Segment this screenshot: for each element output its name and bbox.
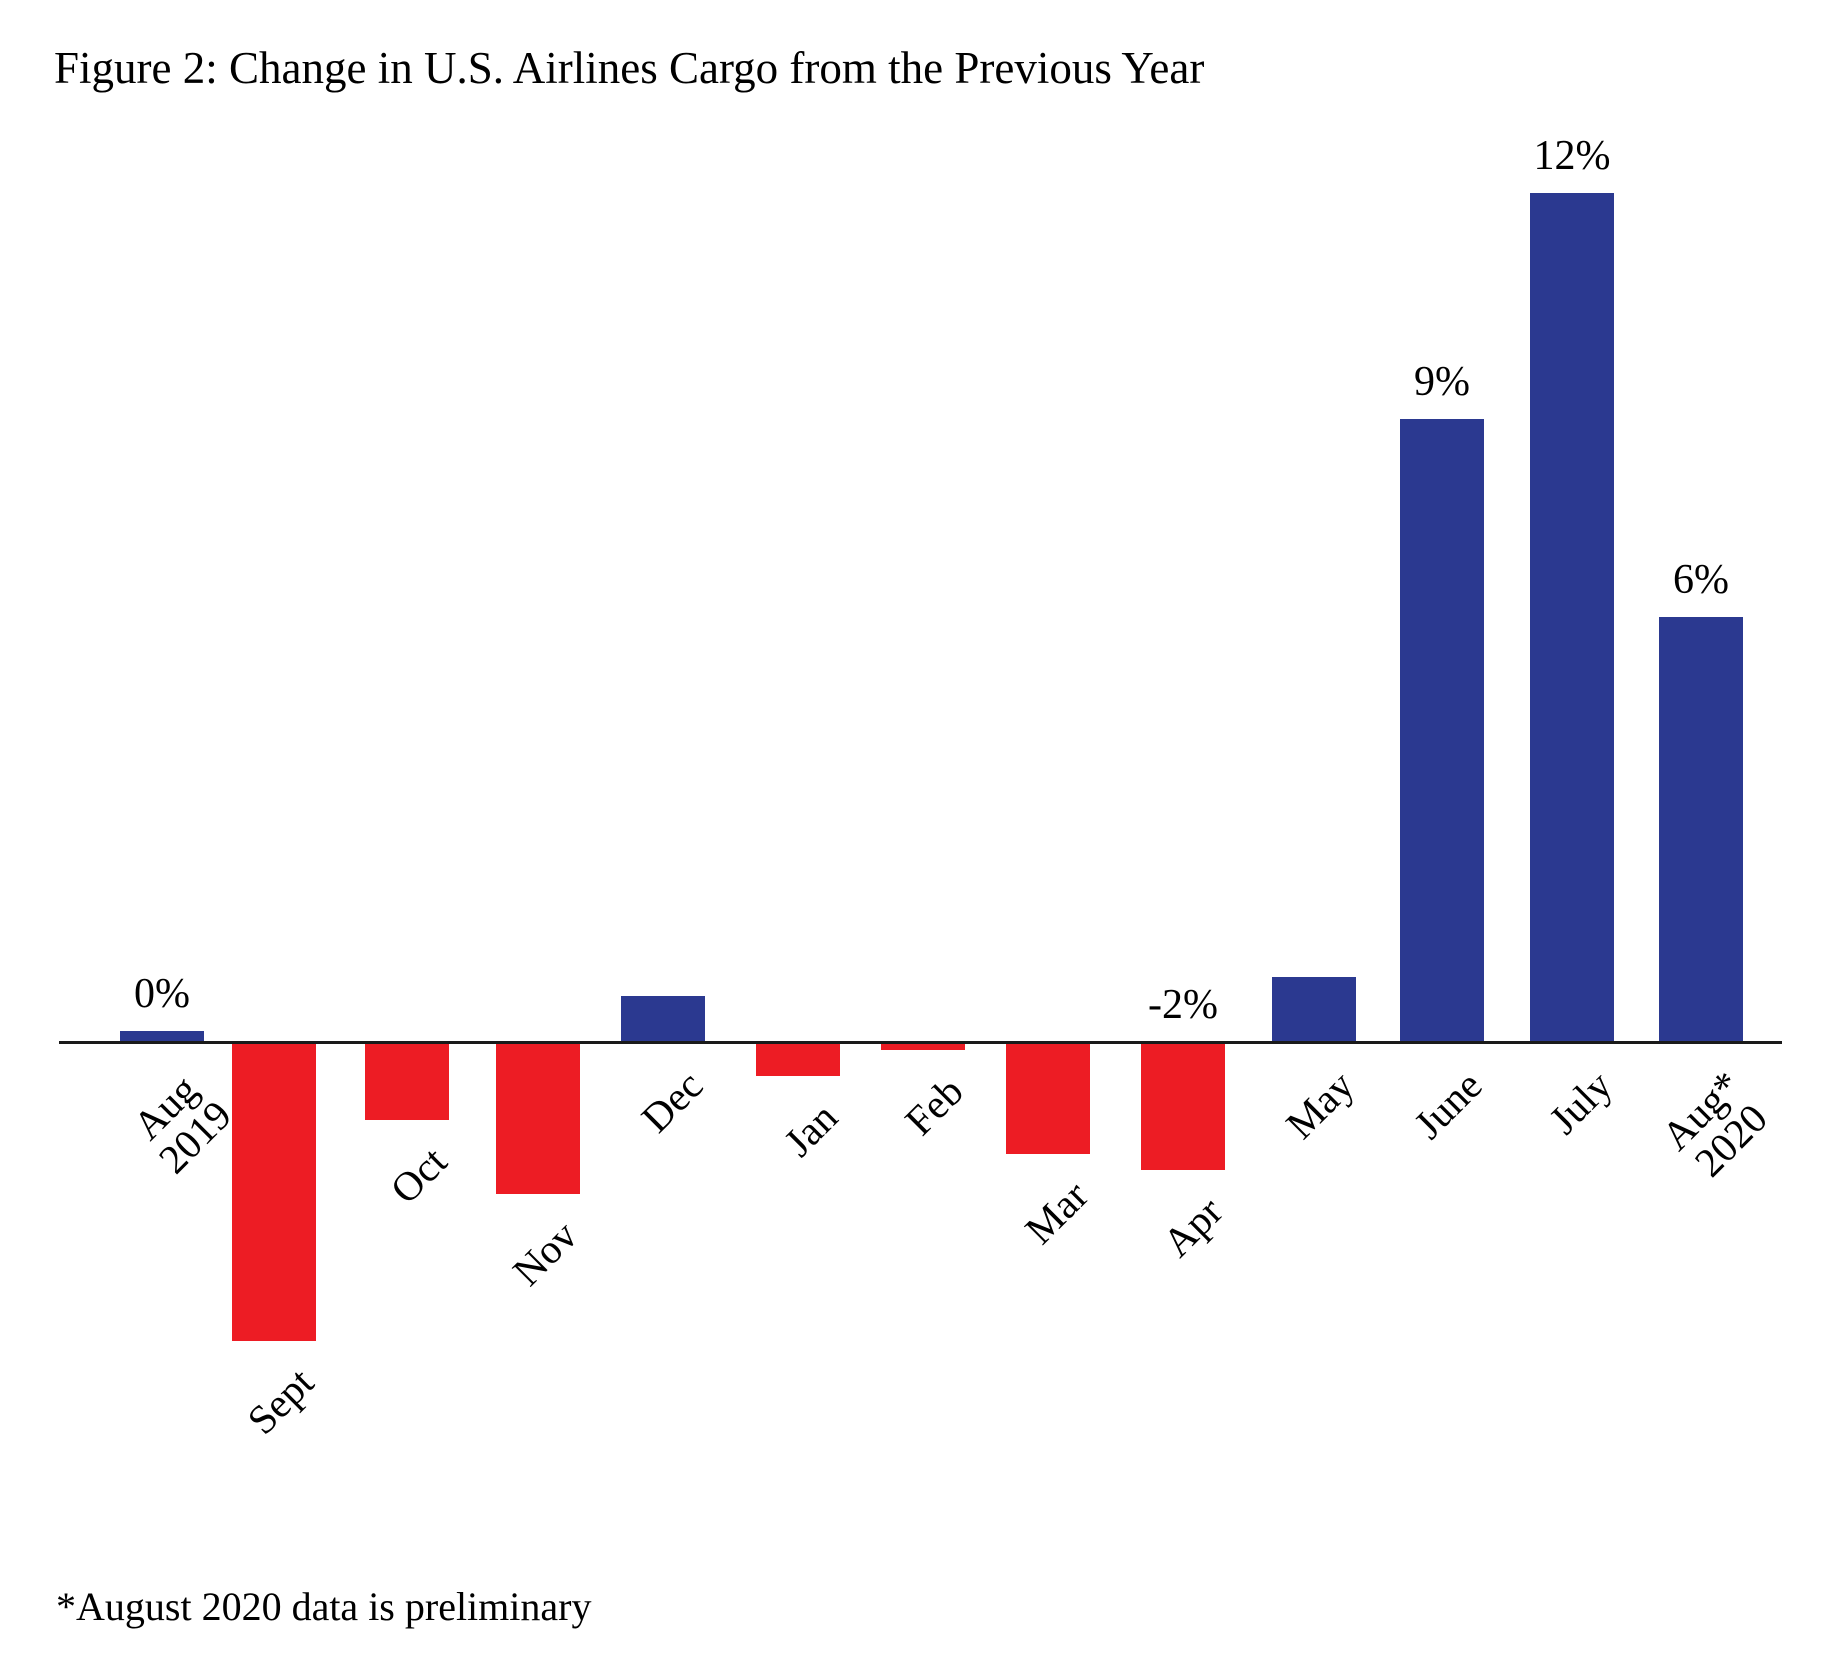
x-axis-label: Apr bbox=[1153, 1187, 1232, 1266]
bar-dec bbox=[621, 996, 705, 1042]
bar-nov bbox=[496, 1044, 580, 1194]
footnote: *August 2020 data is preliminary bbox=[56, 1584, 592, 1629]
x-axis-line bbox=[59, 1041, 1782, 1044]
bar-jan bbox=[756, 1044, 840, 1076]
x-axis-label: Feb bbox=[895, 1067, 972, 1144]
bar-sept bbox=[232, 1044, 316, 1341]
x-axis-label: Nov bbox=[503, 1211, 587, 1295]
data-label: 6% bbox=[1673, 557, 1729, 603]
bar-oct bbox=[365, 1044, 449, 1120]
x-axis-label: Aug* 2020 bbox=[1652, 1061, 1776, 1186]
x-axis-label: Jan bbox=[775, 1093, 847, 1166]
x-axis-label: Sept bbox=[238, 1358, 323, 1443]
chart-title: Figure 2: Change in U.S. Airlines Cargo … bbox=[54, 43, 1205, 93]
bar-july bbox=[1530, 193, 1614, 1042]
bar-aug-2019 bbox=[120, 1031, 204, 1042]
x-axis-label: Mar bbox=[1015, 1171, 1097, 1253]
x-axis-label: Oct bbox=[381, 1137, 456, 1213]
bar-feb bbox=[881, 1044, 965, 1050]
bar-may bbox=[1272, 977, 1356, 1042]
bar-aug-2020 bbox=[1659, 617, 1743, 1042]
bar-apr bbox=[1141, 1044, 1225, 1170]
data-label: -2% bbox=[1148, 982, 1218, 1028]
x-axis-label: Dec bbox=[632, 1061, 712, 1142]
x-axis-label: July bbox=[1539, 1061, 1621, 1143]
data-label: 0% bbox=[134, 971, 190, 1017]
bar-mar bbox=[1006, 1044, 1090, 1154]
x-axis-label: Aug 2019 bbox=[123, 1065, 240, 1182]
x-axis-label: June bbox=[1404, 1061, 1491, 1148]
data-label: 12% bbox=[1533, 133, 1611, 179]
bar-june bbox=[1400, 419, 1484, 1042]
data-label: 9% bbox=[1414, 359, 1470, 405]
x-axis-label: May bbox=[1276, 1061, 1363, 1148]
